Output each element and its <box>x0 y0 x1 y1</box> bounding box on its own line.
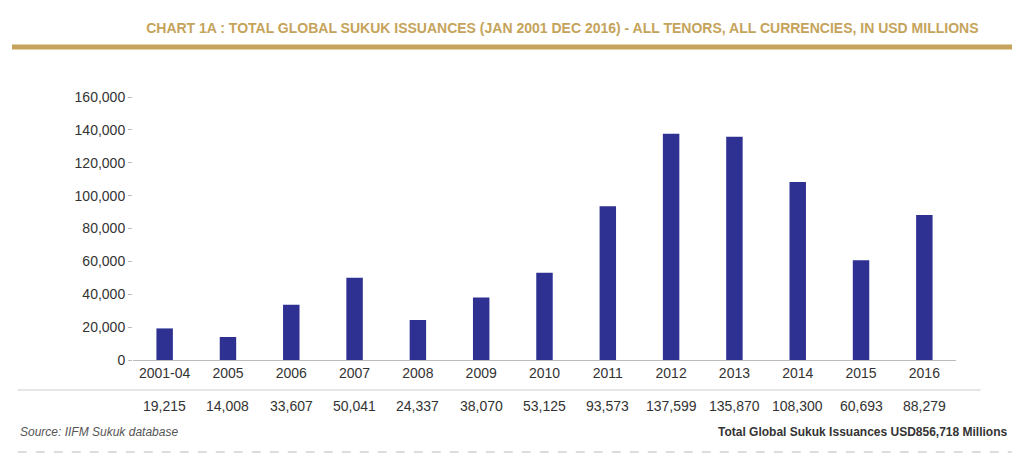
svg-text:Source: IIFM Sukuk database: Source: IIFM Sukuk database <box>20 425 178 439</box>
svg-text:93,573: 93,573 <box>586 398 629 414</box>
svg-text:2009: 2009 <box>466 365 497 381</box>
svg-text:2016: 2016 <box>909 365 940 381</box>
svg-text:2006: 2006 <box>276 365 307 381</box>
svg-text:100,000: 100,000 <box>75 188 126 204</box>
svg-text:19,215: 19,215 <box>143 398 186 414</box>
svg-text:2001-04: 2001-04 <box>139 365 191 381</box>
svg-text:40,000: 40,000 <box>82 286 125 302</box>
svg-text:80,000: 80,000 <box>82 220 125 236</box>
svg-text:0: 0 <box>117 352 125 368</box>
svg-text:60,693: 60,693 <box>840 398 883 414</box>
svg-text:53,125: 53,125 <box>523 398 566 414</box>
svg-text:CHART 1A : TOTAL GLOBAL SUKUK: CHART 1A : TOTAL GLOBAL SUKUK ISSUANCES … <box>146 20 978 36</box>
svg-text:140,000: 140,000 <box>75 122 126 138</box>
svg-text:120,000: 120,000 <box>75 155 126 171</box>
svg-text:2015: 2015 <box>845 365 876 381</box>
svg-text:2014: 2014 <box>782 365 813 381</box>
svg-text:2005: 2005 <box>212 365 243 381</box>
svg-text:2012: 2012 <box>656 365 687 381</box>
svg-text:38,070: 38,070 <box>460 398 503 414</box>
svg-text:33,607: 33,607 <box>270 398 313 414</box>
svg-text:2008: 2008 <box>402 365 433 381</box>
svg-text:2007: 2007 <box>339 365 370 381</box>
svg-text:137,599: 137,599 <box>646 398 697 414</box>
svg-text:2010: 2010 <box>529 365 560 381</box>
svg-text:50,041: 50,041 <box>333 398 376 414</box>
svg-text:88,279: 88,279 <box>903 398 946 414</box>
svg-text:160,000: 160,000 <box>75 89 126 105</box>
svg-text:2013: 2013 <box>719 365 750 381</box>
svg-text:Total Global Sukuk Issuances U: Total Global Sukuk Issuances USD856,718 … <box>718 425 1008 439</box>
svg-text:20,000: 20,000 <box>82 319 125 335</box>
svg-text:14,008: 14,008 <box>206 398 249 414</box>
svg-text:108,300: 108,300 <box>772 398 823 414</box>
svg-text:135,870: 135,870 <box>709 398 760 414</box>
svg-text:60,000: 60,000 <box>82 253 125 269</box>
svg-text:24,337: 24,337 <box>396 398 439 414</box>
svg-text:2011: 2011 <box>593 365 623 381</box>
